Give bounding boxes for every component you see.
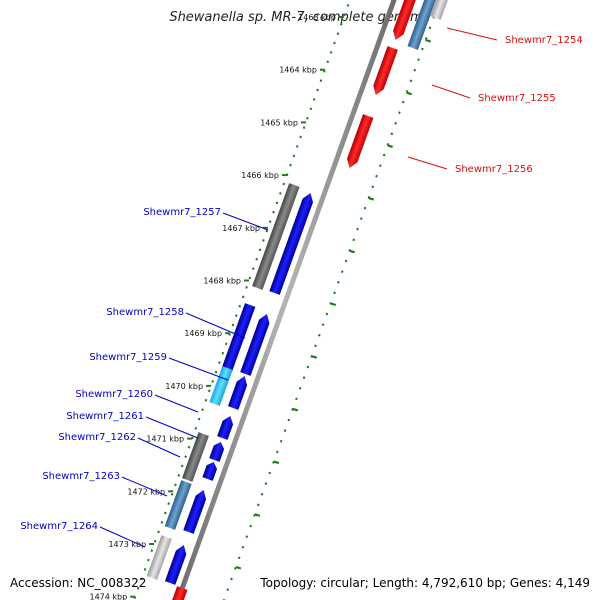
kbp-tick-group: 1463 kbp 1464 kbp 1465 kbp 1466 kbp 1467 kbp…: [89, 13, 344, 600]
kbp-tick-label: 1472 kbp: [127, 487, 165, 496]
gene-shewmr7-1261: [209, 441, 225, 462]
gene-label-leader: [185, 312, 246, 339]
gene-shewmr7-1257: [269, 193, 313, 295]
gene-shewmr7-1258: [240, 313, 270, 376]
feature-blue-1258: [221, 303, 256, 372]
feature-top-steel: [407, 0, 441, 50]
gene-label: Shewmr7_1264: [20, 521, 98, 532]
kbp-tick-label: 1467 kbp: [222, 224, 260, 233]
genome-summary: Topology: circular; Length: 4,792,610 bp…: [260, 576, 590, 590]
gene-label-leader: [222, 212, 269, 231]
kbp-tick-label: 1474 kbp: [89, 593, 127, 600]
gene-label-leader: [168, 357, 229, 381]
backbone-layer: [175, 0, 397, 600]
gene-shewmr7-1260: [217, 415, 234, 440]
gene-label-leader: [145, 416, 199, 439]
feature-gray-1257: [252, 183, 300, 290]
gene-label: Shewmr7_1255: [478, 93, 556, 104]
gene-shewmr7-1259: [227, 376, 248, 410]
label-layer: Shewmr7_1254 Shewmr7_1255 Shewmr7_1256 Shew…: [20, 27, 583, 548]
gene-label: Shewmr7_1262: [58, 432, 136, 443]
gene-label-leader: [446, 27, 498, 41]
gene-label-leader: [431, 84, 471, 99]
gene-label-leader: [407, 156, 448, 170]
kbp-tick-label: 1468 kbp: [203, 277, 241, 286]
gene-label: Shewmr7_1263: [42, 471, 120, 482]
gene-shewmr7-1255: [373, 46, 398, 95]
gene-label: Shewmr7_1260: [75, 389, 153, 400]
kbp-tick-label: 1465 kbp: [260, 118, 298, 127]
outer-kbp-ticks: [235, 38, 431, 570]
kbp-tick-label: 1469 kbp: [184, 329, 222, 338]
gene-label: Shewmr7_1254: [505, 35, 583, 46]
feature-cyan-1259: [209, 366, 233, 406]
gene-label-leader: [99, 526, 146, 548]
outer-tick-column: [222, 5, 439, 600]
gene-shewmr7-1254: [393, 0, 419, 41]
gene-label: Shewmr7_1259: [89, 352, 167, 363]
gene-shewmr7-1256: [347, 114, 374, 169]
feature-light-1264: [146, 535, 172, 580]
gene-shewmr7-1263: [183, 489, 207, 534]
feature-gray-1262: [182, 432, 209, 482]
gene-label: Shewmr7_1261: [66, 411, 144, 422]
kbp-tick-label: 1470 kbp: [165, 382, 203, 391]
kbp-tick-label: 1473 kbp: [108, 540, 146, 549]
gene-label-leader: [154, 394, 199, 413]
tick-layer: 1463 kbp 1464 kbp 1465 kbp 1466 kbp 1467 kbp…: [89, 4, 439, 600]
map-title: Shewanella sp. MR-7, complete genome: [169, 10, 431, 25]
gene-label: Shewmr7_1256: [455, 164, 533, 175]
gene-shewmr7-1262: [202, 462, 218, 481]
inner-tick-column: [133, 4, 350, 600]
kbp-tick-label: 1471 kbp: [146, 435, 184, 444]
gene-label-leader: [137, 437, 181, 458]
feature-top-light: [430, 0, 453, 20]
feature-bottom-red: [169, 586, 188, 600]
genome-backbone: [175, 0, 397, 600]
feature-layer: [146, 0, 453, 600]
gene-label: Shewmr7_1258: [106, 307, 184, 318]
accession-text: Accession: NC_008322: [10, 576, 147, 590]
feature-steel-1263: [164, 480, 192, 530]
gene-label-leader: [121, 476, 168, 497]
gene-shewmr7-1264: [164, 545, 187, 585]
kbp-tick-label: 1464 kbp: [279, 66, 317, 75]
gene-label: Shewmr7_1257: [143, 207, 221, 218]
kbp-tick-label: 1463 kbp: [298, 13, 336, 22]
kbp-tick-label: 1466 kbp: [241, 171, 279, 180]
